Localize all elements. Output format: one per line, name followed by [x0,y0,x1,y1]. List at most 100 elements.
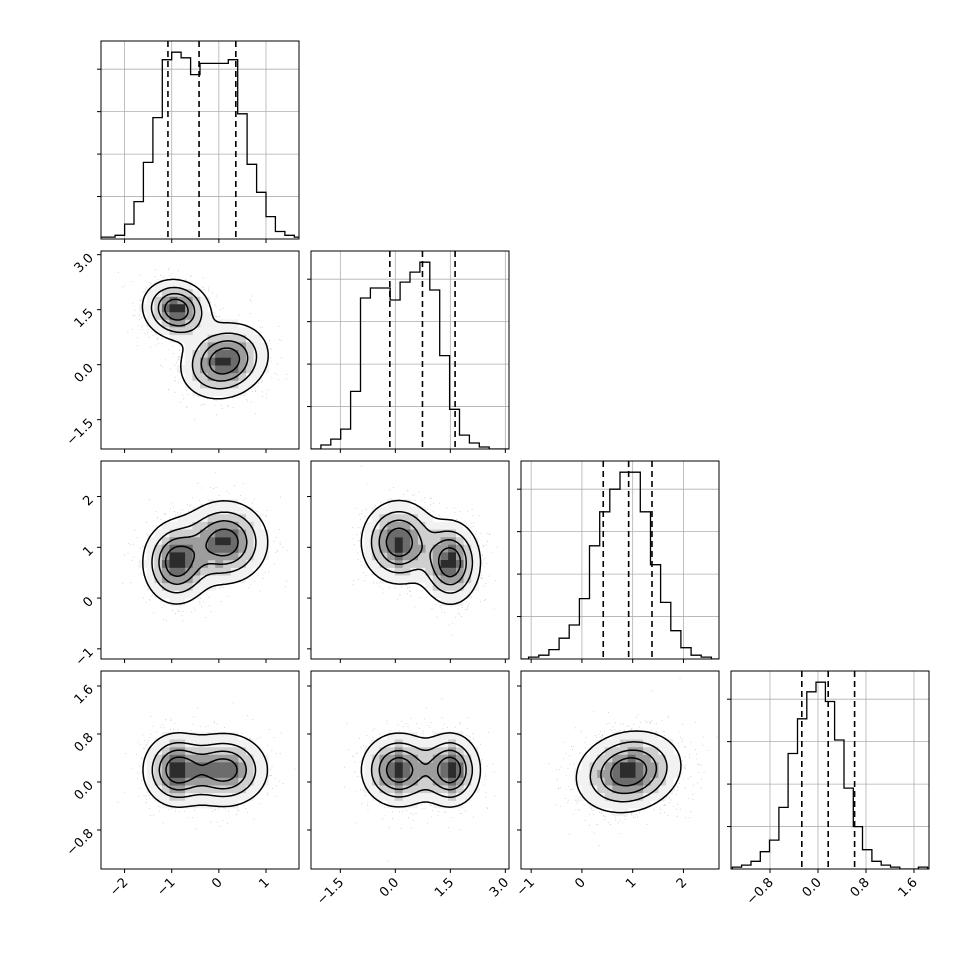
panel-frame [100,250,300,450]
density-fill-level-5 [169,762,186,778]
pair-panel-plot-area [548,677,718,846]
pair-panel-2-0 [100,460,300,660]
contour-line-1 [370,742,474,798]
x-tick-label: 0.0 [800,875,825,900]
x-tick-label: 1 [623,875,639,891]
panel-frame [100,40,300,240]
x-tick-label: −2 [107,875,131,899]
x-tick-label: 1.6 [896,875,921,900]
contour-line-2 [378,519,467,586]
pair-panel-plot-area [352,466,498,636]
histogram-panel-1 [307,250,510,450]
contour-line-0 [575,730,682,814]
contour-line-3 [385,756,462,784]
x-tick-label: 3.0 [487,875,512,900]
density-fill-level-2 [154,289,254,389]
y-tick-label: −0.8 [64,826,97,859]
x-tick-label: 0.0 [377,875,402,900]
contour-line-0 [360,499,482,606]
y-tick-label: 1 [80,544,96,560]
contour-line-0 [142,500,269,605]
pair-panel-3-0 [100,670,300,870]
panel-frame [310,460,510,660]
x-tick-label: −1 [154,875,178,899]
histogram-panel-0 [97,40,300,240]
panel-frame [730,670,930,870]
histogram-step-line [311,261,509,449]
density-fill-level-1 [364,499,479,606]
histogram-step-line [521,471,719,659]
histogram-step-line [101,51,299,238]
density-fill-level-3 [161,296,246,381]
y-tick-label: 1.6 [72,682,97,707]
contour-line-2 [157,292,249,382]
contour-line-1 [589,741,668,803]
y-tick-label: 0.0 [72,361,97,386]
x-tick-label: −1.5 [314,875,347,908]
density-fill-level-5 [394,762,456,778]
histogram-panel-3 [727,670,930,870]
histogram-panel-2 [517,460,720,660]
y-tick-label: 1.5 [72,306,97,331]
y-tick-label: 0.8 [72,730,97,755]
contour-line-3 [610,757,648,787]
contour-line-2 [158,520,248,585]
y-tick-label: 3.0 [72,251,97,276]
density-fill-level-3 [379,747,464,794]
density-fill-level-5 [169,537,231,568]
panel-frame [520,460,720,660]
pair-panel-plot-area [344,698,496,862]
density-fill-level-4 [169,754,239,786]
contour-line-0 [141,278,269,400]
density-fill-level-3 [379,521,464,584]
y-tick-label: 2 [80,493,96,509]
x-tick-label: 1.5 [432,875,457,900]
histogram-step-line [731,681,929,869]
y-tick-label: −1.5 [64,416,97,449]
pair-panel-2-1 [310,460,510,660]
pair-panel-3-2 [520,670,720,870]
contour-line-2 [158,749,247,791]
contour-line-1 [151,511,257,594]
contour-line-2 [600,749,658,795]
contour-line-0 [360,732,482,808]
contour-line-3 [164,298,241,375]
y-tick-label: 0 [80,594,96,610]
x-tick-label: 0 [572,875,588,891]
panel-frame [520,670,720,870]
x-tick-label: −1 [514,875,538,899]
contour-line-1 [151,741,257,799]
density-fill-level-4 [161,296,239,374]
pair-panel-3-1 [310,670,510,870]
contour-line-3 [164,528,239,577]
contour-line-1 [370,510,474,594]
panel-frame [310,250,510,450]
density-fill-level-5 [394,537,456,568]
pair-panel-plot-area [122,471,299,622]
y-tick-label: 0.0 [72,778,97,803]
contour-line-3 [165,756,238,784]
x-tick-label: 1 [256,875,272,891]
y-tick-label: −1 [73,645,97,669]
pair-panel-plot-area [117,251,288,420]
density-fill-level-1 [139,281,269,396]
pair-panel-1-0 [100,250,300,450]
density-fill-level-5 [620,762,636,778]
density-fill-level-1 [139,499,269,606]
x-tick-label: −0.8 [744,875,777,908]
density-fill-level-5 [169,304,231,366]
density-fill-level-4 [387,754,464,786]
x-tick-label: 0 [209,875,225,891]
contour-line-1 [150,286,258,390]
panel-frame [100,670,300,870]
contour-line-0 [142,732,269,808]
contour-line-3 [385,527,462,578]
density-fill-level-4 [387,529,464,576]
pair-panel-plot-area [117,702,296,830]
contour-line-2 [378,749,467,791]
x-tick-label: 0.8 [848,875,873,900]
x-tick-label: 2 [674,875,690,891]
panel-frame [100,460,300,660]
panel-frame [310,670,510,870]
